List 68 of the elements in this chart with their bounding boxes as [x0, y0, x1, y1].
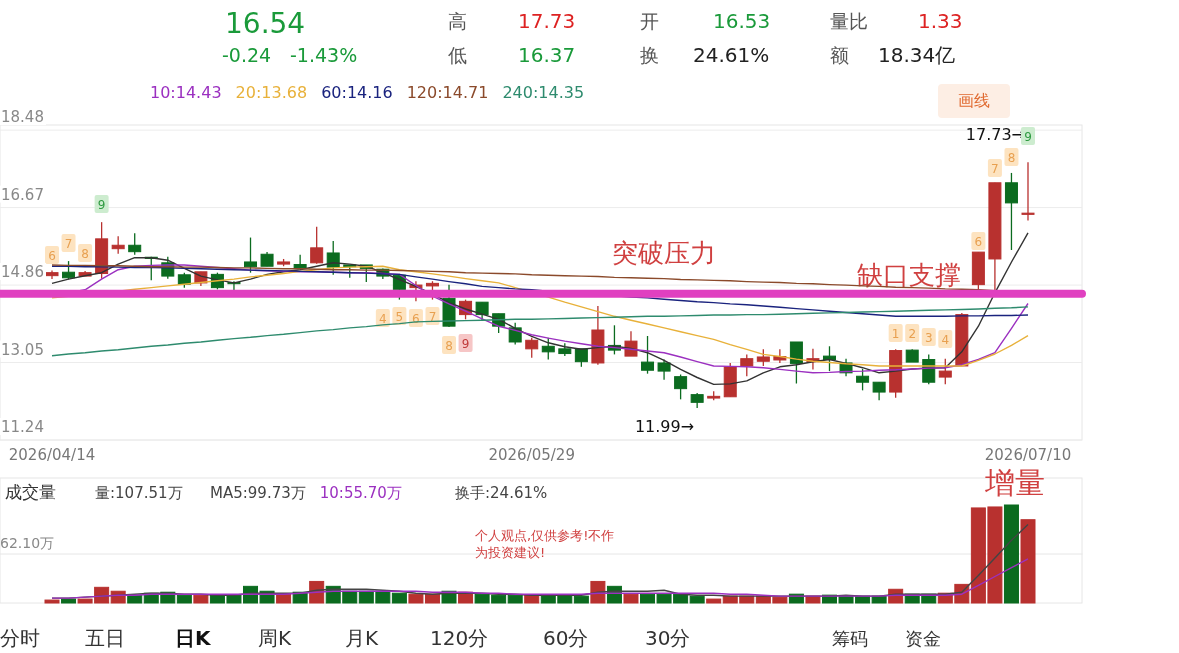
text: 低: [448, 44, 467, 66]
x-tick-label: 2026/05/29: [488, 446, 575, 464]
annotation: 8: [81, 247, 89, 261]
text: 月K: [345, 626, 379, 650]
annotation: 8: [1007, 151, 1016, 165]
annotation: 4: [379, 312, 387, 326]
text: -1.43%: [290, 44, 358, 66]
ref-line-label: 62.10万: [0, 535, 55, 551]
text: 量:107.51万: [95, 484, 183, 502]
text: 额: [830, 44, 849, 66]
x-tick-label: 2026/07/10: [984, 446, 1072, 464]
annotation: 2: [908, 327, 917, 341]
annotation: 缺口支撑: [857, 260, 961, 290]
annotation: 5: [395, 310, 404, 324]
text: 20:13.68: [235, 83, 308, 102]
annotation: 4: [941, 333, 950, 347]
text: 16.53: [713, 9, 771, 33]
text: 高: [448, 10, 467, 32]
text: 换手:24.61%: [455, 484, 548, 502]
text: 60分: [543, 626, 589, 650]
annotation: 9: [1024, 130, 1032, 144]
text: 16.37: [518, 43, 576, 67]
text: 30分: [645, 626, 691, 650]
text: 分时: [0, 626, 40, 650]
text: 开: [640, 10, 659, 32]
text: 24.61%: [693, 43, 770, 67]
annotation: 8: [445, 339, 453, 353]
annotation: 突破压力: [612, 238, 716, 268]
text: -0.24: [222, 44, 272, 66]
annotation: 7: [991, 162, 999, 176]
text: 10:55.70万: [319, 484, 402, 502]
annotation: 11.99→: [634, 417, 695, 436]
y-tick-label: 16.67: [1, 185, 44, 204]
text: 120分: [430, 626, 489, 650]
text: 60:14.16: [321, 83, 393, 102]
annotation: 3: [924, 331, 933, 345]
text: 16.54: [225, 7, 306, 40]
annotation: 1: [891, 327, 900, 341]
annotation: 6: [974, 235, 983, 249]
annotation: 7: [64, 237, 73, 251]
text: 筹码: [832, 628, 868, 649]
annotation: 为投资建议!: [475, 545, 546, 560]
text: 18.34亿: [878, 43, 956, 67]
y-tick-label: 11.24: [1, 418, 44, 436]
text: 换: [640, 44, 659, 66]
text: 画线: [958, 91, 990, 110]
y-tick-label: 13.05: [1, 340, 44, 359]
text: 120:14.71: [406, 83, 489, 102]
text: 周K: [258, 626, 292, 650]
text: 240:14.35: [502, 83, 585, 102]
text: 量比: [830, 10, 868, 32]
annotation: 6: [48, 249, 56, 263]
annotation: 7: [428, 310, 437, 324]
annotation: 9: [97, 198, 106, 212]
text: 1.33: [918, 9, 963, 33]
text: 17.73: [518, 9, 576, 33]
text: 10:14.43: [150, 83, 222, 102]
annotation: 个人观点,仅供参考!不作: [475, 528, 615, 543]
x-tick-label: 2026/04/14: [8, 446, 96, 464]
text: 日K: [175, 626, 212, 650]
text: MA5:99.73万: [210, 484, 306, 502]
text: 增量: [984, 465, 1045, 500]
text: 资金: [905, 628, 941, 649]
text: 成交量: [5, 482, 56, 502]
y-tick-label: 14.86: [1, 263, 44, 282]
y-tick-label: 18.48: [1, 108, 44, 127]
text: 五日: [85, 626, 125, 650]
annotation: 9: [461, 337, 470, 351]
